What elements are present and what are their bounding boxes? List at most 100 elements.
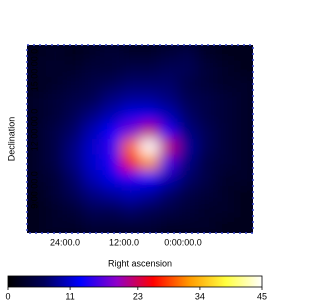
heatmap-cell bbox=[196, 92, 216, 109]
heatmap-cell bbox=[196, 217, 216, 233]
heatmap-cell bbox=[45, 201, 66, 218]
heatmap-cell bbox=[64, 45, 84, 62]
heatmap-cell bbox=[196, 123, 216, 140]
heatmap-cell bbox=[177, 186, 197, 203]
heatmap-cell bbox=[158, 186, 179, 203]
colorbar bbox=[7, 275, 263, 288]
heatmap-cell bbox=[102, 60, 122, 77]
heatmap-cell bbox=[45, 123, 66, 140]
heatmap-cell bbox=[215, 45, 235, 62]
heatmap-cell bbox=[177, 76, 197, 93]
heatmap-cell bbox=[45, 186, 66, 203]
heatmap-cell bbox=[234, 170, 253, 187]
heatmap-cell bbox=[64, 107, 84, 124]
heatmap-cell bbox=[121, 139, 141, 156]
heatmap-cell bbox=[121, 45, 141, 62]
heatmap-cell bbox=[64, 123, 84, 140]
heatmap-cell bbox=[234, 45, 253, 62]
heatmap-cell bbox=[83, 139, 103, 156]
heatmap-cell bbox=[196, 107, 216, 124]
heatmap-cell bbox=[27, 217, 47, 233]
heatmap-cell bbox=[83, 186, 103, 203]
heatmap-cell bbox=[102, 107, 122, 124]
heatmap-cell bbox=[121, 60, 141, 77]
heatmap-cell bbox=[64, 92, 84, 109]
heatmap-cell bbox=[102, 45, 122, 62]
heatmap-cell bbox=[27, 92, 47, 109]
heatmap-cell bbox=[140, 217, 160, 233]
heatmap-cell bbox=[158, 123, 179, 140]
heatmap-cell bbox=[196, 201, 216, 218]
heatmap-cell bbox=[234, 201, 253, 218]
heatmap-cell bbox=[27, 60, 47, 77]
heatmap-cell bbox=[215, 123, 235, 140]
colorbar-tick-label: 0 bbox=[5, 291, 10, 301]
heatmap-cell bbox=[158, 107, 179, 124]
heatmap-cell bbox=[158, 45, 179, 62]
heatmap-cell bbox=[215, 76, 235, 93]
heatmap-cell bbox=[177, 107, 197, 124]
heatmap-cell bbox=[102, 76, 122, 93]
heatmap-cell bbox=[64, 139, 84, 156]
heatmap-cell bbox=[83, 154, 103, 171]
heatmap-cell bbox=[177, 154, 197, 171]
heatmap-cell bbox=[121, 154, 141, 171]
heatmap-cell bbox=[196, 154, 216, 171]
heatmap-cell bbox=[177, 45, 197, 62]
heatmap-cell bbox=[158, 139, 179, 156]
heatmap-cell bbox=[215, 170, 235, 187]
heatmap-cell bbox=[27, 107, 47, 124]
colorbar-tick-label: 11 bbox=[65, 291, 74, 301]
heatmap-cell bbox=[83, 201, 103, 218]
heatmap-cell bbox=[140, 139, 160, 156]
image bbox=[27, 45, 253, 233]
heatmap-cell bbox=[64, 217, 84, 233]
heatmap-cell bbox=[83, 76, 103, 93]
heatmap-cell bbox=[234, 186, 253, 203]
heatmap-cell bbox=[27, 45, 47, 62]
heatmap-cell bbox=[102, 186, 122, 203]
heatmap-cell bbox=[64, 60, 84, 77]
heatmap-cell bbox=[196, 76, 216, 93]
heatmap-cell bbox=[64, 170, 84, 187]
colorbar-tick-label: 23 bbox=[133, 291, 143, 301]
heatmap-cell bbox=[45, 170, 66, 187]
heatmap-cell bbox=[234, 123, 253, 140]
heatmap-cell bbox=[121, 92, 141, 109]
heatmap-cell bbox=[27, 154, 47, 171]
colorbar-tick-label: 45 bbox=[257, 291, 267, 301]
heatmap-cell bbox=[64, 76, 84, 93]
heatmap-cell bbox=[196, 45, 216, 62]
heatmap-cell bbox=[158, 217, 179, 233]
heatmap-cell bbox=[45, 92, 66, 109]
heatmap-cell bbox=[121, 217, 141, 233]
heatmap-cell bbox=[45, 154, 66, 171]
heatmap-cell bbox=[121, 170, 141, 187]
heatmap-cell bbox=[234, 60, 253, 77]
heatmap-cell bbox=[45, 45, 66, 62]
heatmap-cell bbox=[177, 123, 197, 140]
heatmap-cell bbox=[215, 107, 235, 124]
heatmap-cell bbox=[196, 186, 216, 203]
heatmap-cell bbox=[102, 92, 122, 109]
heatmap-cell bbox=[140, 60, 160, 77]
heatmap-cell bbox=[158, 76, 179, 93]
heatmap-cell bbox=[215, 186, 235, 203]
heatmap-cell bbox=[45, 217, 66, 233]
heatmap-cell bbox=[140, 92, 160, 109]
heatmap-cell bbox=[27, 186, 47, 203]
y-tick-label: 9:00:00.0 bbox=[29, 171, 39, 209]
heatmap-cell bbox=[234, 92, 253, 109]
heatmap-cell bbox=[177, 92, 197, 109]
heatmap-cell bbox=[196, 60, 216, 77]
heatmap-cell bbox=[140, 123, 160, 140]
heatmap-cell bbox=[215, 92, 235, 109]
heatmap-cell bbox=[64, 186, 84, 203]
heatmap-cell bbox=[27, 76, 47, 93]
heatmap-cell bbox=[158, 92, 179, 109]
heatmap-cell bbox=[102, 154, 122, 171]
heatmap-cell bbox=[177, 170, 197, 187]
heatmap-cell bbox=[64, 201, 84, 218]
heatmap-cell bbox=[234, 154, 253, 171]
heatmap-cell bbox=[121, 76, 141, 93]
